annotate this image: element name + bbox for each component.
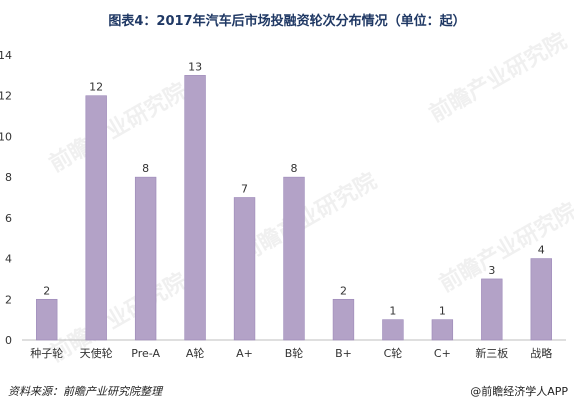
bar [36,298,58,341]
x-tick-label: 战略 [530,346,552,360]
data-label: 13 [188,60,202,73]
bar [332,298,355,341]
brand-label: @前瞻经济学人APP [470,385,568,398]
data-label: 12 [89,81,103,94]
bar [530,258,552,341]
y-tick-label: 10 [0,130,12,143]
y-tick-label: 8 [5,171,12,184]
x-tick-label: B+ [335,347,352,360]
x-tick-label: 天使轮 [80,346,113,360]
y-tick-label: 0 [5,334,12,347]
data-label: 4 [538,244,545,257]
y-tick-label: 12 [0,90,12,103]
x-tick-label: A+ [236,347,253,360]
bar [184,75,206,341]
x-tick-label: Pre-A [131,347,160,360]
x-tick-label: A轮 [186,346,205,360]
data-label: 7 [241,183,248,196]
x-tick-label: B轮 [285,346,304,360]
bar [233,197,256,341]
data-label: 8 [291,162,298,175]
data-label: 3 [488,264,495,277]
bar [134,176,157,341]
bar [431,319,454,341]
data-label: 2 [43,284,50,297]
bar [85,95,107,341]
data-label: 2 [340,284,347,297]
data-label: 1 [439,305,446,318]
y-tick-label: 6 [5,212,12,225]
bar [382,319,404,341]
chart-title: 图表4：2017年汽车后市场投融资轮次分布情况（单位：起） [108,14,466,29]
x-tick-label: 种子轮 [30,346,63,360]
y-tick-label: 14 [0,49,12,62]
x-tick-label: C轮 [384,346,403,360]
x-tick-label: 新三板 [475,346,508,360]
x-tick-label: C+ [434,347,451,360]
data-label: 8 [142,162,149,175]
data-label: 1 [389,305,396,318]
y-tick-label: 4 [5,253,12,266]
source-note: 资料来源：前瞻产业研究院整理 [8,385,162,398]
y-tick-label: 2 [5,293,12,306]
bar [283,176,305,341]
bar [481,278,503,341]
